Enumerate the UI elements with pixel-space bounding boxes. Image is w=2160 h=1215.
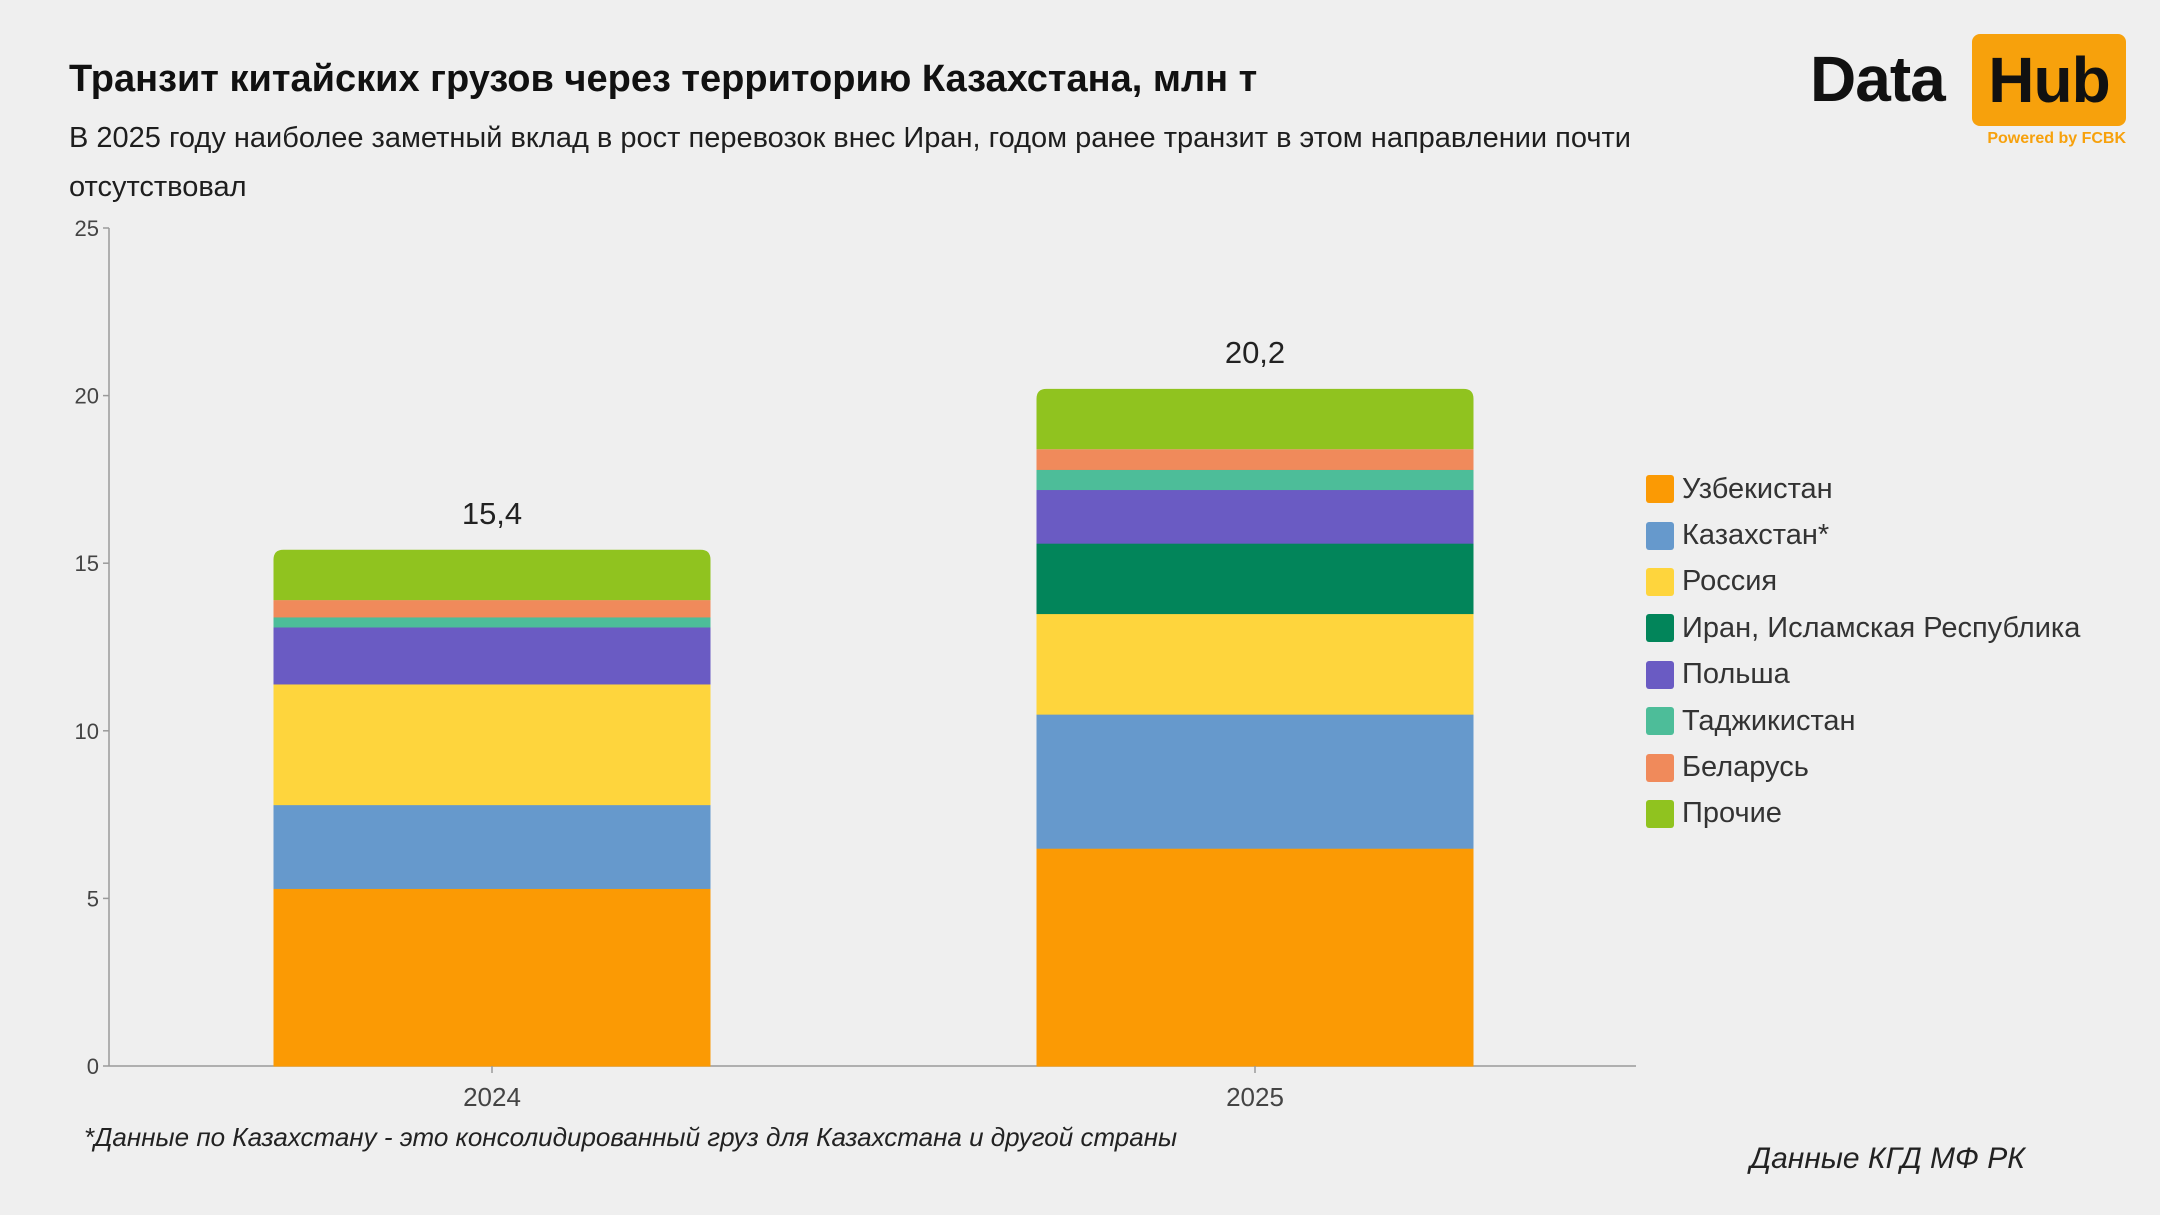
- y-tick-label: 15: [75, 551, 99, 576]
- legend-label: Казахстан*: [1682, 519, 1830, 552]
- legend-label: Узбекистан: [1682, 472, 1833, 505]
- bar-segment: [1036, 848, 1474, 1067]
- y-tick-label: 10: [75, 719, 99, 744]
- bar-segment: [273, 626, 711, 685]
- legend-label: Беларусь: [1682, 751, 1809, 784]
- legend-label: Иран, Исламская Республика: [1682, 611, 2081, 644]
- chart-legend: Узбекистан Казахстан* Россия Иран, Исламска…: [1646, 466, 2080, 837]
- bar-segment: [273, 549, 711, 601]
- bar-segment: [1036, 449, 1474, 470]
- legend-item: Польша: [1646, 652, 2080, 698]
- legend-label: Россия: [1682, 565, 1778, 598]
- bar-total-label: 20,2: [1225, 335, 1285, 370]
- bar-segment: [1036, 714, 1474, 849]
- bar-segment: [273, 804, 711, 889]
- y-tick-label: 0: [87, 1054, 99, 1079]
- data-source: Данные КГД МФ РК: [1750, 1142, 2025, 1175]
- bar-total-label: 15,4: [462, 496, 522, 531]
- logo-word-hub: Hub: [1972, 34, 2126, 126]
- legend-swatch: [1646, 799, 1674, 828]
- legend-label: Таджикистан: [1682, 704, 1856, 737]
- legend-item: Таджикистан: [1646, 698, 2080, 744]
- bar-segment: [273, 683, 711, 806]
- legend-item: Прочие: [1646, 791, 2080, 837]
- logo-word-data: Data: [1810, 43, 1946, 115]
- footnote: *Данные по Казахстану - это консолидиров…: [84, 1122, 1178, 1152]
- bar-segment: [1036, 613, 1474, 715]
- legend-label: Польша: [1682, 658, 1790, 691]
- bar-segment: [273, 616, 711, 628]
- bar-segment: [1036, 543, 1474, 615]
- bar-segment: [273, 600, 711, 618]
- legend-swatch: [1646, 660, 1674, 689]
- y-tick-label: 20: [75, 384, 99, 409]
- bar-segment: [1036, 469, 1474, 491]
- legend-swatch: [1646, 475, 1674, 504]
- bar-segment: [1036, 489, 1474, 544]
- chart-subtitle: В 2025 году наиболее заметный вклад в ро…: [69, 122, 1631, 203]
- datahub-logo: Data Hub Powered by FCBK: [1808, 34, 2128, 154]
- legend-item: Узбекистан: [1646, 466, 2080, 512]
- legend-label: Прочие: [1682, 797, 1782, 830]
- y-tick-label: 25: [75, 216, 99, 241]
- legend-item: Россия: [1646, 559, 2080, 605]
- bar-segment: [1036, 388, 1474, 450]
- legend-swatch: [1646, 753, 1674, 782]
- legend-swatch: [1646, 521, 1674, 550]
- legend-item: Беларусь: [1646, 744, 2080, 790]
- bar-segment: [273, 888, 711, 1067]
- x-tick-label: 2025: [1226, 1082, 1284, 1112]
- legend-swatch: [1646, 567, 1674, 596]
- legend-swatch: [1646, 614, 1674, 643]
- x-tick-label: 2024: [463, 1082, 521, 1112]
- logo-powered-by: Powered by FCBK: [1987, 130, 2126, 147]
- legend-item: Казахстан*: [1646, 512, 2080, 558]
- legend-item: Иран, Исламская Республика: [1646, 605, 2080, 651]
- y-tick-label: 5: [87, 886, 99, 911]
- legend-swatch: [1646, 707, 1674, 736]
- chart-title: Транзит китайских грузов через территори…: [69, 58, 1258, 100]
